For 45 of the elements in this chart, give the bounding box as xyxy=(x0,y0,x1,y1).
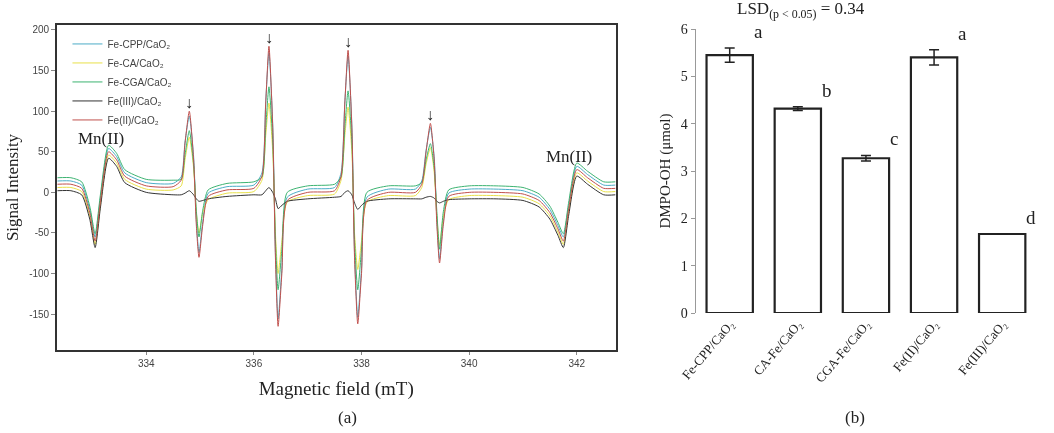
legend-label: Fe(III)/CaO₂ xyxy=(107,95,162,107)
annotation: Mn(II) xyxy=(546,147,593,166)
bar xyxy=(841,157,891,314)
y-tick-label: 50 xyxy=(38,146,50,158)
annotation: a xyxy=(754,21,763,42)
annotation: a xyxy=(958,23,967,44)
chart-title: LSD$_{(p < 0.05)}$ = 0.34 xyxy=(737,0,865,21)
y-tick-label: 2 xyxy=(680,211,688,227)
y-tick-label: 1 xyxy=(680,258,688,274)
annotation: ↓ xyxy=(344,33,352,50)
x-tick-label: 336 xyxy=(245,357,263,369)
annotation: c xyxy=(890,128,899,149)
x-tick-label: 334 xyxy=(137,357,156,369)
y-tick-label: -100 xyxy=(29,268,50,280)
x-tick-label: 338 xyxy=(353,357,371,369)
y-axis-title: Signal Intensity xyxy=(3,133,23,242)
bar xyxy=(977,232,1027,314)
y-tick-label: -150 xyxy=(29,308,50,320)
y-tick-label: 0 xyxy=(680,305,688,321)
x-tick-label: 340 xyxy=(460,357,478,369)
annotation: ↓ xyxy=(426,106,434,123)
bar xyxy=(773,107,823,314)
legend-label: Fe(II)/CaO₂ xyxy=(107,114,159,126)
y-tick-label: -50 xyxy=(34,227,50,239)
annotation: d xyxy=(1026,207,1036,228)
x-axis-title: Magnetic field (mT) xyxy=(258,377,414,400)
legend-label: Fe-CPP/CaO₂ xyxy=(107,38,171,50)
y-tick-label: 150 xyxy=(32,65,50,77)
legend-label: Fe-CGA/CaO₂ xyxy=(107,76,172,88)
text: (a) xyxy=(338,408,357,427)
y-axis-title: DMPO-OH (μmol) xyxy=(657,113,675,229)
y-tick-label: 0 xyxy=(43,186,50,198)
annotation: ↓ xyxy=(265,29,273,46)
y-tick-label: 6 xyxy=(680,21,688,37)
annotation: Mn(II) xyxy=(78,129,125,148)
text: (b) xyxy=(845,408,865,427)
y-tick-label: 200 xyxy=(32,24,50,36)
annotation: b xyxy=(822,80,832,101)
legend-label: Fe-CA/CaO₂ xyxy=(107,57,164,69)
x-tick-label: 342 xyxy=(568,357,586,369)
y-tick-label: 100 xyxy=(32,105,50,117)
y-tick-label: 3 xyxy=(680,163,688,179)
y-tick-label: 5 xyxy=(680,69,688,85)
y-tick-label: 4 xyxy=(680,116,688,132)
annotation: ↓ xyxy=(185,94,193,111)
